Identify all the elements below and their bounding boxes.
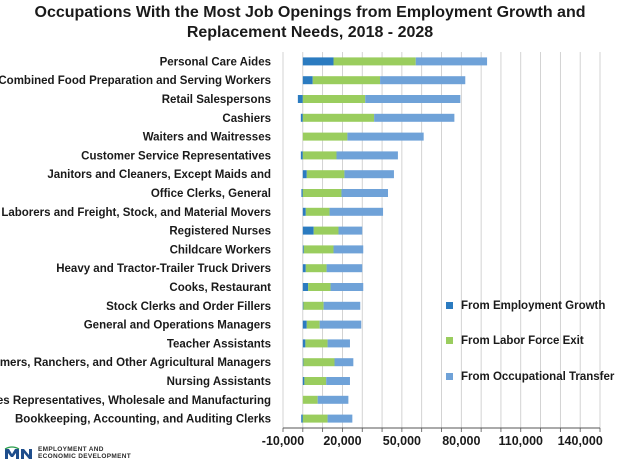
bar-growth — [300, 151, 303, 160]
bar-exit — [306, 170, 345, 179]
bar-growth — [302, 226, 314, 235]
category-label: Registered Nurses — [169, 226, 271, 238]
bar-growth — [302, 377, 305, 385]
category-label: Bookkeeping, Accounting, and Auditing Cl… — [15, 414, 271, 426]
legend-swatch — [446, 337, 453, 344]
category-label: Nursing Assistants — [167, 376, 271, 388]
legend-label: From Occupational Transfer — [461, 371, 615, 383]
bar-exit — [302, 132, 348, 141]
bar-exit — [305, 264, 327, 273]
logo-text-line-2: ECONOMIC DEVELOPMENT — [38, 453, 132, 460]
legend-swatch — [446, 302, 453, 309]
bar-transfer — [336, 151, 398, 160]
bar-exit — [303, 301, 324, 310]
category-label: Combined Food Preparation and Serving Wo… — [0, 75, 271, 87]
category-label: Heavy and Tractor-Trailer Truck Drivers — [56, 263, 271, 275]
bar-growth — [302, 76, 313, 85]
category-label: Personal Care Aides — [160, 56, 271, 68]
mn-logo-icon — [4, 446, 32, 459]
bar-growth — [302, 339, 306, 348]
bar-growth — [302, 245, 304, 254]
bar-growth — [301, 189, 303, 197]
category-label: Childcare Workers — [170, 244, 271, 256]
bar-transfer — [323, 301, 361, 310]
x-tick-label: 110,000 — [499, 434, 544, 448]
bar-transfer — [344, 170, 394, 179]
bar-exit — [305, 207, 330, 216]
bar-growth — [300, 113, 303, 122]
category-label: Farmers, Ranchers, and Other Agricultura… — [0, 357, 271, 369]
bar-exit — [333, 57, 416, 66]
bar-exit — [302, 95, 366, 103]
bar-growth — [302, 207, 306, 216]
bar-growth — [301, 414, 303, 423]
bar-growth — [302, 320, 307, 329]
bar-transfer — [329, 207, 384, 216]
bar-exit — [304, 377, 327, 385]
chart-title-line-2: Replacement Needs, 2018 - 2028 — [186, 24, 434, 41]
bar-exit — [302, 113, 375, 122]
bar-transfer — [334, 358, 354, 367]
bar-exit — [308, 283, 331, 291]
bar-transfer — [317, 395, 349, 404]
bar-growth — [302, 358, 304, 367]
bar-transfer — [319, 320, 362, 329]
bar-transfer — [415, 57, 488, 66]
bar-transfer — [327, 414, 353, 423]
bar-transfer — [327, 339, 350, 348]
x-tick-label: 80,000 — [442, 434, 480, 448]
category-label: Waiters and Waitresses — [143, 132, 271, 144]
category-label: Janitors and Cleaners, Except Maids and — [47, 169, 271, 181]
x-tick-label: 140,000 — [558, 434, 603, 448]
bar-transfer — [365, 95, 461, 103]
category-label: Cooks, Restaurant — [169, 282, 271, 294]
bar-exit — [313, 226, 339, 235]
category-label: Customer Service Representatives — [81, 150, 271, 162]
bar-exit — [312, 76, 381, 85]
legend-label: From Employment Growth — [461, 300, 605, 312]
x-tick-label: 50,000 — [383, 434, 421, 448]
bar-transfer — [326, 377, 350, 385]
bar-growth — [302, 283, 309, 291]
bar-growth — [302, 170, 307, 179]
category-label: Retail Salespersons — [162, 94, 271, 106]
bar-exit — [302, 414, 328, 423]
legend-swatch — [446, 373, 453, 380]
bar-exit — [303, 245, 334, 254]
logo-text-line-1: EMPLOYMENT AND — [38, 446, 104, 453]
footer-logo: EMPLOYMENT AND ECONOMIC DEVELOPMENT — [4, 446, 131, 460]
category-label: Laborers and Freight, Stock, and Materia… — [1, 207, 271, 219]
category-label: Cashiers — [222, 113, 271, 125]
x-tick-label: -10,000 — [262, 434, 304, 448]
bar-exit — [303, 358, 335, 367]
chart-title-line-1: Occupations With the Most Job Openings f… — [34, 4, 586, 21]
category-label: Office Clerks, General — [151, 188, 271, 200]
category-label: Teacher Assistants — [167, 338, 271, 350]
bar-exit — [306, 320, 320, 329]
bar-growth — [302, 264, 306, 273]
category-label: Sales Representatives, Wholesale and Man… — [0, 395, 271, 407]
bar-exit — [302, 151, 337, 160]
bar-exit — [305, 339, 328, 348]
x-tick-label: 20,000 — [323, 434, 361, 448]
bar-transfer — [338, 226, 363, 235]
bar-growth — [302, 57, 334, 66]
bar-transfer — [374, 113, 455, 122]
legend-label: From Labor Force Exit — [461, 335, 584, 347]
bar-transfer — [341, 189, 389, 197]
bar-transfer — [380, 76, 466, 85]
bar-transfer — [330, 283, 364, 291]
bar-transfer — [333, 245, 364, 254]
bar-exit — [302, 395, 318, 404]
bar-growth — [297, 95, 303, 103]
bar-growth — [302, 301, 304, 310]
bar-transfer — [326, 264, 363, 273]
category-label: Stock Clerks and Order Fillers — [106, 301, 271, 313]
category-label: General and Operations Managers — [84, 320, 271, 332]
bar-exit — [302, 189, 342, 197]
bar-transfer — [347, 132, 424, 141]
